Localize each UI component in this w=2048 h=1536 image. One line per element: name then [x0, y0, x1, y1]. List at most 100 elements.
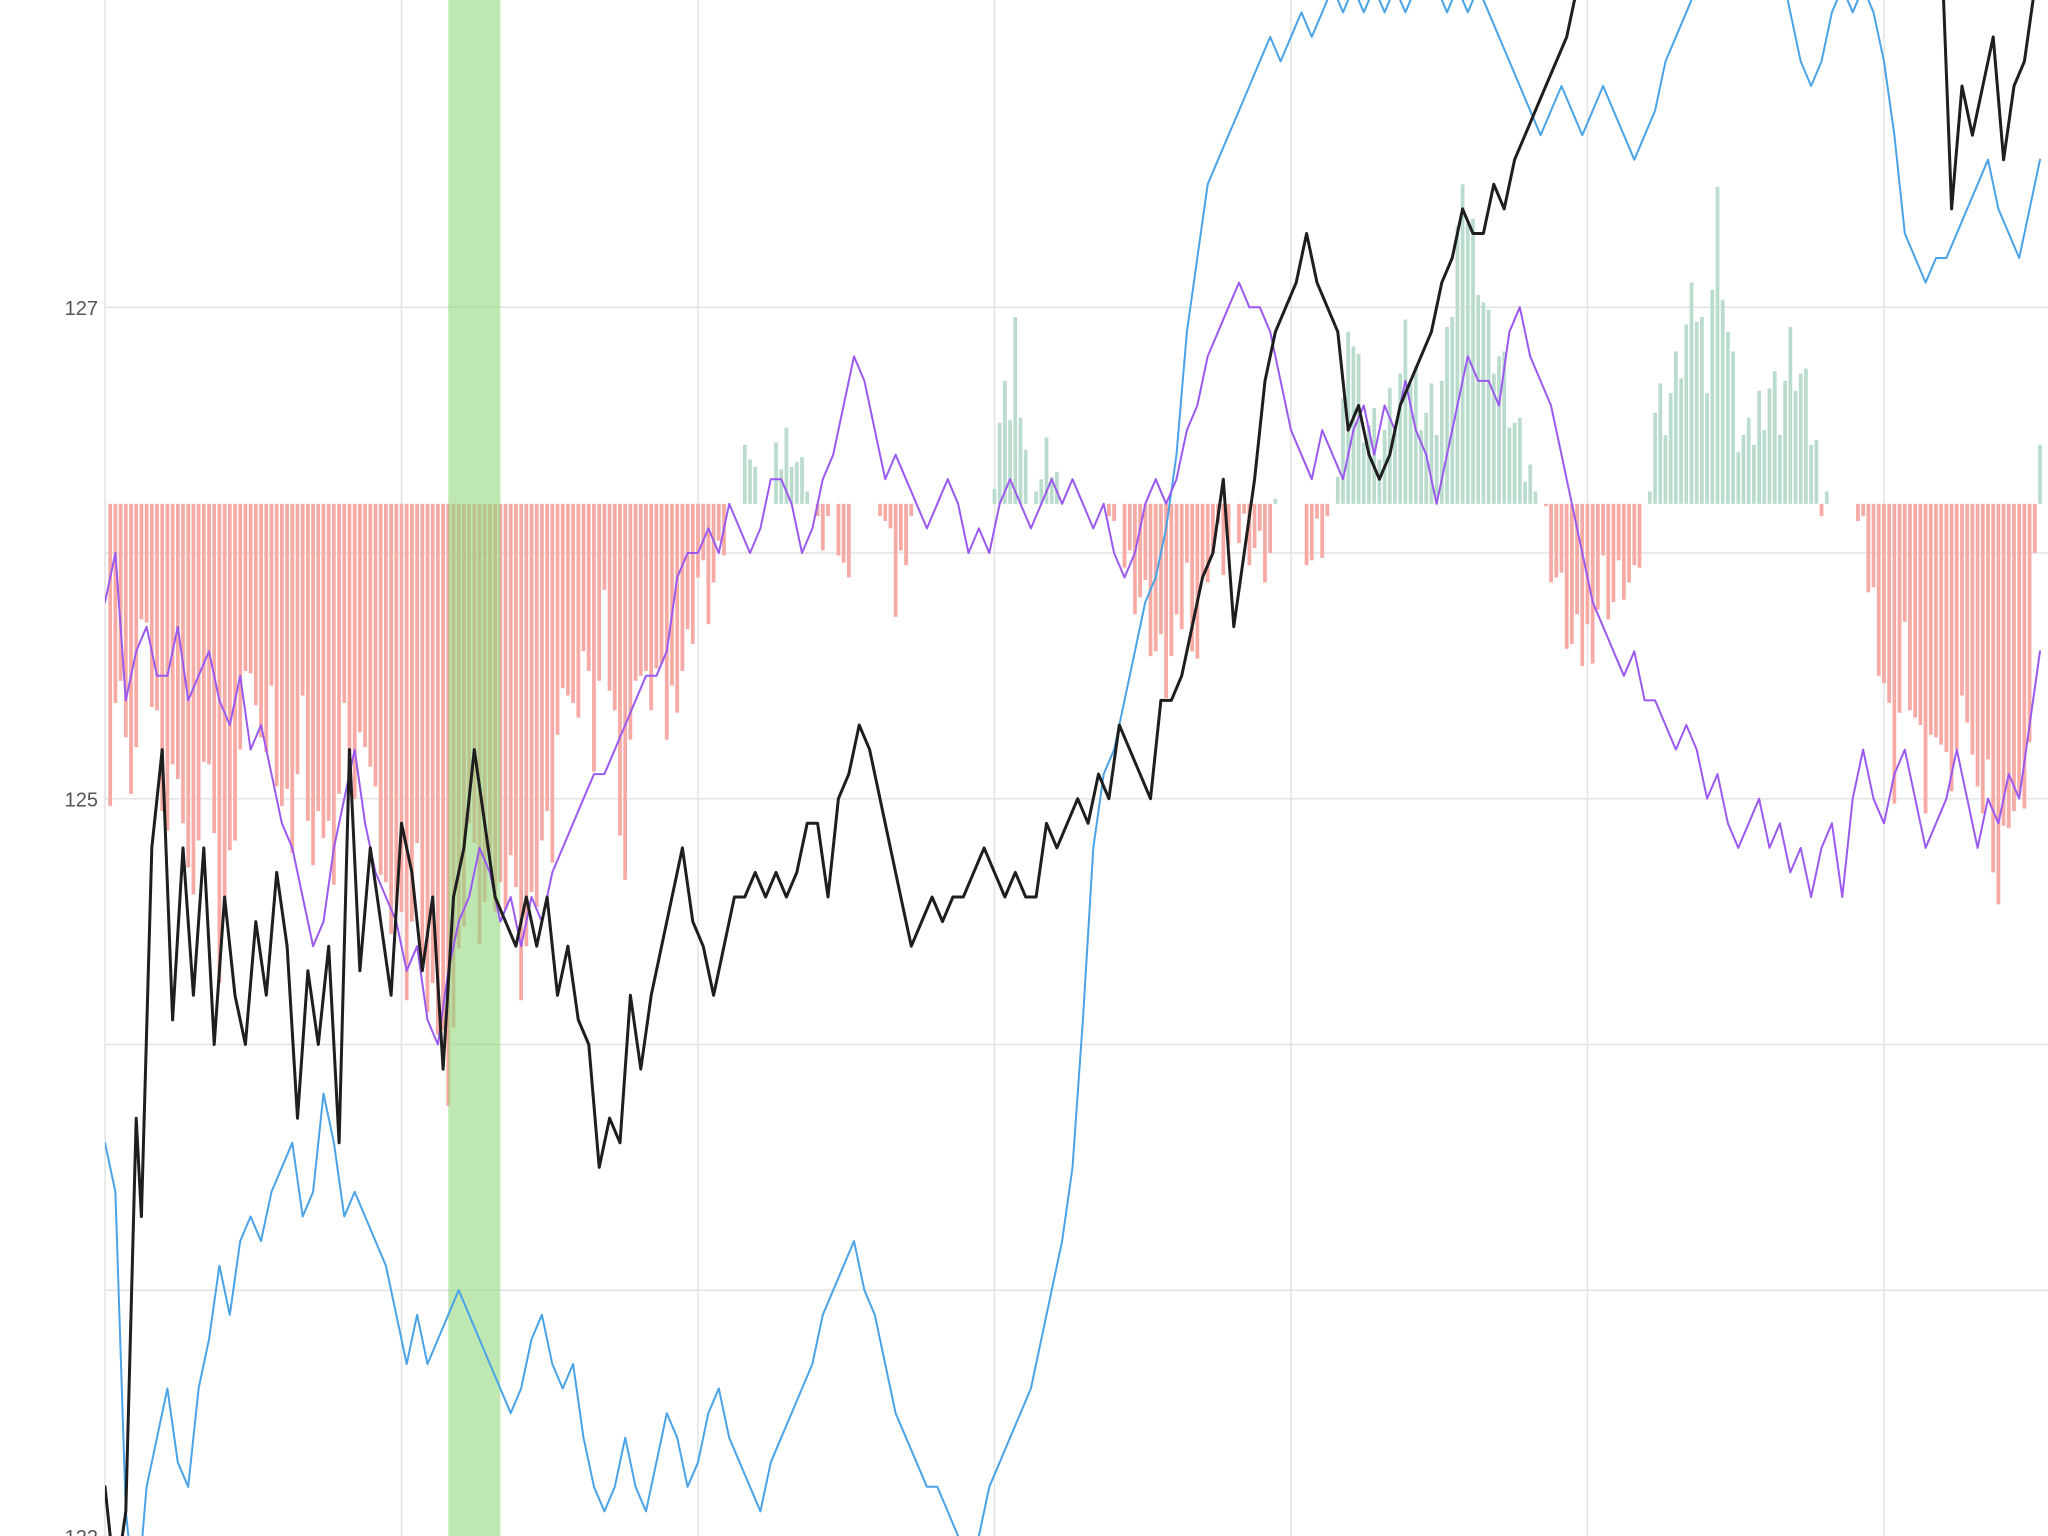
histogram-bar	[212, 503, 217, 834]
histogram-bar	[1970, 503, 1975, 755]
histogram-bar	[2032, 503, 2037, 553]
histogram-bar	[644, 503, 648, 671]
histogram-bar	[1674, 351, 1678, 504]
histogram-bar	[1767, 388, 1772, 504]
histogram-bar	[243, 503, 248, 671]
histogram-bar	[2001, 503, 2006, 826]
histogram-bar	[1606, 503, 1611, 620]
histogram-bar	[519, 503, 524, 1001]
histogram-bar	[1268, 503, 1273, 553]
histogram-bar	[1975, 503, 1980, 787]
histogram-bar	[701, 503, 706, 561]
histogram-bar	[311, 503, 315, 866]
histogram-bar	[248, 503, 253, 674]
histogram-bar	[670, 503, 674, 686]
histogram-bar	[1320, 503, 1325, 558]
histogram-bar	[134, 503, 139, 748]
histogram-bar	[1419, 430, 1423, 504]
histogram-bar	[1793, 390, 1798, 504]
histogram-bar	[1986, 503, 1990, 760]
histogram-bar	[1439, 380, 1444, 504]
histogram-bar	[1601, 503, 1605, 556]
histogram-bar	[1429, 383, 1434, 504]
histogram-bar	[316, 503, 321, 812]
histogram-bar	[295, 503, 300, 775]
histogram-bar	[1335, 476, 1340, 504]
histogram-bar	[1960, 503, 1964, 696]
histogram-bar	[1700, 317, 1704, 504]
histogram-bar	[186, 503, 191, 868]
histogram-bar	[638, 503, 643, 676]
histogram-bar	[1044, 437, 1049, 504]
histogram-bar	[1013, 317, 1018, 504]
histogram-bar	[1476, 294, 1481, 504]
histogram-bar	[1663, 434, 1668, 504]
histogram-bar	[1934, 503, 1938, 738]
histogram-bar	[680, 503, 685, 671]
histogram-bar	[1387, 388, 1392, 504]
histogram-bar	[1434, 434, 1439, 504]
histogram-bar	[1122, 503, 1127, 568]
histogram-bar	[1616, 503, 1621, 561]
histogram-bar	[123, 503, 128, 738]
histogram-bar	[555, 503, 560, 735]
histogram-bar	[1637, 503, 1642, 568]
histogram-bar	[1486, 309, 1491, 504]
histogram-bar	[207, 503, 211, 765]
histogram-bar	[233, 503, 237, 841]
histogram-bar	[815, 503, 820, 517]
histogram-bar	[623, 503, 628, 880]
histogram-bar	[217, 503, 222, 984]
histogram-bar	[1190, 503, 1195, 652]
histogram-bar	[1939, 503, 1944, 745]
histogram-bar	[1393, 427, 1397, 504]
histogram-bar	[1361, 442, 1366, 504]
histogram-bar	[789, 466, 794, 504]
histogram-bar	[300, 503, 305, 696]
histogram-bar	[1575, 503, 1579, 615]
histogram-bar	[1866, 503, 1871, 593]
histogram-bar	[1991, 503, 1996, 873]
histogram-bar	[415, 503, 419, 843]
histogram-bar	[1164, 503, 1169, 698]
histogram-bar	[1944, 503, 1949, 753]
histogram-bar	[1892, 503, 1897, 804]
histogram-bar	[1824, 491, 1829, 504]
histogram-bar	[358, 503, 362, 733]
histogram-bar	[1325, 503, 1330, 517]
histogram-bar	[1039, 479, 1044, 504]
histogram-bar	[139, 503, 144, 620]
histogram-bar	[1611, 503, 1616, 603]
histogram-bar	[1736, 452, 1741, 504]
histogram-bar	[144, 503, 149, 623]
histogram-bar	[1517, 417, 1522, 504]
histogram-bar	[394, 503, 399, 905]
histogram-bar	[2006, 503, 2011, 829]
histogram-bar	[279, 503, 284, 807]
histogram-bar	[238, 503, 243, 750]
histogram-bar	[1980, 503, 1985, 814]
histogram-bar	[1726, 331, 1730, 504]
histogram-bar	[425, 503, 430, 1013]
histogram-bar	[201, 503, 206, 762]
histogram-bar	[690, 503, 695, 644]
histogram-bar	[1497, 356, 1501, 504]
histogram-bar	[534, 503, 539, 907]
histogram-bar	[514, 503, 518, 888]
histogram-bar	[165, 503, 170, 831]
histogram-bar	[1590, 503, 1595, 664]
histogram-bar	[1226, 503, 1231, 546]
histogram-bar	[160, 503, 165, 812]
histogram-bar	[404, 503, 409, 1001]
histogram-bar	[1195, 503, 1200, 659]
histogram-bar	[1247, 503, 1252, 566]
histogram-bar	[566, 503, 570, 696]
histogram-bar	[1252, 503, 1257, 549]
histogram-bar	[1694, 321, 1699, 504]
histogram-bar	[2027, 503, 2032, 743]
histogram-bar	[1055, 471, 1059, 504]
histogram-bar	[1809, 444, 1814, 504]
histogram-bar	[274, 503, 279, 787]
histogram-bar	[2017, 503, 2022, 794]
